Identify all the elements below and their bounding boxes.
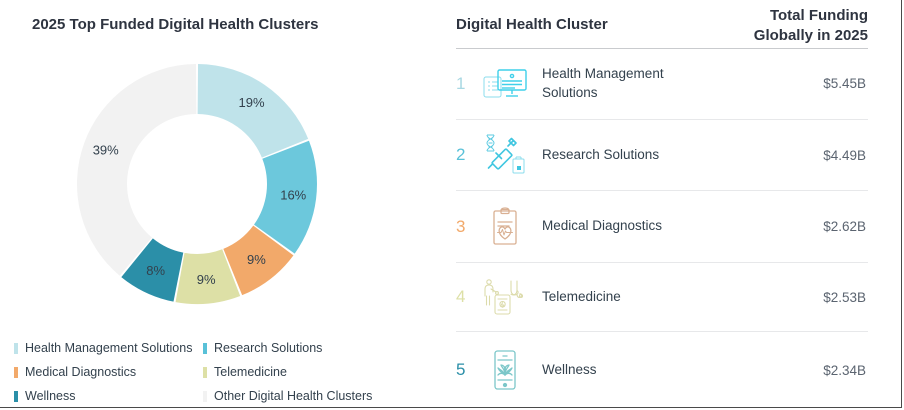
svg-text:8%: 8%	[146, 263, 165, 278]
svg-text:16%: 16%	[280, 188, 306, 203]
svg-text:9%: 9%	[247, 252, 266, 267]
svg-text:39%: 39%	[93, 143, 119, 158]
svg-text:19%: 19%	[239, 95, 265, 110]
svg-text:9%: 9%	[197, 272, 216, 287]
